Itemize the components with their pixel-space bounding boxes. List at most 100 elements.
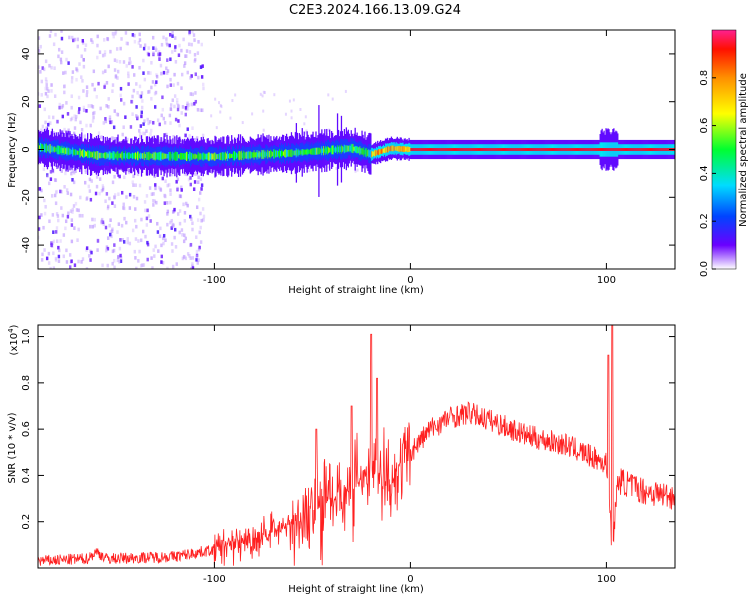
snr-marks: [38, 325, 675, 566]
speckle: [113, 58, 117, 62]
speckle: [151, 35, 155, 40]
ridge-band-core: [266, 152, 268, 157]
speckle: [85, 93, 89, 98]
ridge-band-core: [366, 148, 368, 158]
ridge-band-core: [571, 148, 573, 151]
ridge-band-core: [313, 147, 315, 155]
ridge-band-core: [388, 146, 391, 151]
ridge-band-core: [594, 148, 596, 151]
ridge-band-core: [572, 148, 574, 151]
ridge-band-core: [393, 146, 396, 151]
speckle: [127, 170, 131, 175]
ridge-band-core: [210, 153, 212, 160]
ridge-band-core: [74, 149, 76, 156]
ridge-band-core: [512, 148, 514, 151]
ridge-band-core: [192, 154, 195, 159]
ridge-band-core: [140, 153, 143, 159]
ridge-band-core: [248, 152, 250, 159]
ridge-band-core: [203, 153, 205, 161]
ridge-band-core: [191, 152, 194, 160]
ridge-band-core: [395, 146, 397, 151]
speckle: [108, 196, 111, 201]
speckle: [166, 201, 169, 205]
speckle: [356, 168, 359, 172]
ridge-band-core: [553, 148, 555, 151]
speckle: [42, 225, 45, 230]
speckle: [185, 54, 188, 58]
speckle: [197, 180, 200, 185]
ridge-band-core: [90, 151, 93, 158]
ridge-band-core: [150, 153, 152, 159]
ridge-band-core: [152, 152, 154, 160]
speckle: [102, 186, 105, 190]
speckle: [129, 60, 132, 65]
speckle: [305, 129, 308, 133]
speckle: [109, 232, 112, 237]
speckle: [176, 137, 180, 141]
speckle: [85, 109, 88, 113]
y-tick-label: 40: [21, 48, 32, 61]
speckle: [173, 207, 176, 212]
speckle: [189, 92, 192, 96]
ridge-band-core: [232, 153, 234, 158]
speckle: [181, 256, 185, 261]
speckle: [188, 134, 191, 138]
speckle: [127, 74, 130, 79]
ridge-band-core: [245, 151, 248, 159]
ridge-band-core: [111, 152, 113, 159]
speckle: [48, 34, 52, 38]
speckle: [165, 41, 168, 45]
speckle: [146, 257, 149, 262]
ridge-band-core: [330, 147, 332, 153]
ridge-band-core: [283, 149, 286, 158]
speckle: [72, 131, 76, 136]
speckle: [56, 239, 59, 243]
ridge-band-core: [317, 147, 319, 155]
speckle: [172, 209, 175, 214]
ridge-band-core: [382, 148, 385, 153]
ridge-band-core: [135, 152, 137, 160]
ridge-band-core: [626, 148, 628, 151]
speckle: [273, 93, 276, 97]
speckle: [58, 248, 61, 253]
ridge-band-core: [486, 148, 489, 151]
ridge-band-core: [611, 148, 613, 151]
ridge-band-core: [479, 148, 482, 151]
speckle: [160, 71, 163, 76]
speckle: [182, 37, 185, 42]
ridge-band-core: [385, 147, 388, 153]
speckle: [113, 243, 116, 247]
speckle: [106, 36, 109, 41]
speckle: [87, 104, 90, 108]
ridge-band-core: [376, 150, 378, 156]
speckle: [131, 180, 134, 184]
speckle: [60, 206, 63, 210]
speckle: [71, 38, 75, 43]
ridge-band-core: [656, 148, 658, 151]
speckle: [196, 107, 200, 112]
ridge-band-core: [493, 148, 495, 151]
ridge-band-core: [587, 148, 590, 151]
speckle: [134, 237, 138, 241]
ridge-band-core: [606, 148, 608, 151]
ridge-band-core: [181, 153, 183, 160]
speckle: [292, 98, 295, 102]
speckle: [185, 172, 189, 177]
speckle: [38, 187, 42, 191]
speckle: [113, 174, 116, 179]
speckle: [194, 57, 197, 62]
ridge-band-core: [420, 148, 422, 151]
ridge-band-core: [355, 146, 357, 153]
ridge-band-core: [216, 154, 218, 159]
speckle: [186, 252, 190, 256]
speckle: [175, 262, 178, 266]
ridge-band-core: [304, 149, 306, 155]
speckle: [147, 121, 150, 126]
speckle: [231, 99, 234, 103]
speckle: [303, 122, 306, 126]
ridge-band-core: [337, 146, 340, 153]
speckle: [52, 230, 55, 234]
speckle: [54, 258, 58, 263]
speckle: [176, 186, 179, 191]
speckle: [122, 202, 125, 207]
